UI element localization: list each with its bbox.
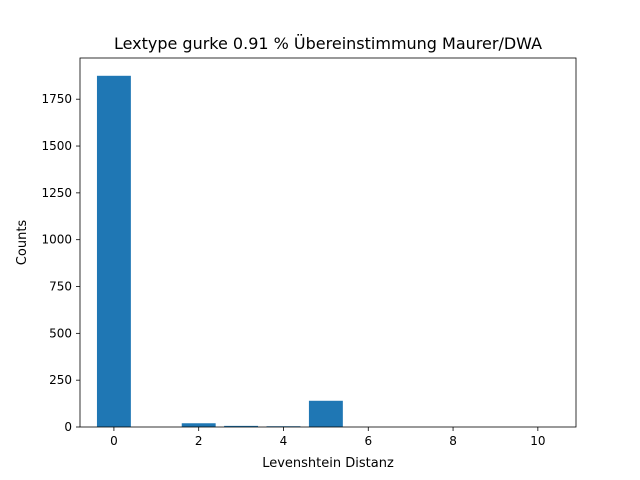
- y-tick-label: 1750: [41, 92, 72, 106]
- y-tick-label: 750: [49, 280, 72, 294]
- y-tick-label: 250: [49, 373, 72, 387]
- x-tick-label: 6: [364, 434, 372, 448]
- y-tick-label: 1500: [41, 139, 72, 153]
- x-axis-label: Levenshtein Distanz: [262, 456, 394, 471]
- bar: [96, 75, 131, 427]
- x-tick-label: 4: [280, 434, 288, 448]
- bar: [181, 423, 216, 427]
- x-tick-label: 10: [530, 434, 545, 448]
- x-tick-label: 0: [110, 434, 118, 448]
- y-axis-label: Counts: [15, 220, 30, 266]
- x-axis-ticks: 0 2 4 6 8 10: [110, 427, 545, 448]
- y-tick-label: 500: [49, 326, 72, 340]
- y-axis-ticks: 0 250 500 750 1000 1250 1500 1750: [41, 92, 80, 434]
- x-tick-label: 2: [195, 434, 203, 448]
- bar: [224, 425, 259, 427]
- y-tick-label: 1000: [41, 233, 72, 247]
- y-tick-label: 1250: [41, 186, 72, 200]
- plot-frame: [79, 57, 577, 428]
- y-tick-label: 0: [64, 420, 72, 434]
- chart-title: Lextype gurke 0.91 % Übereinstimmung Mau…: [114, 34, 542, 53]
- bar: [308, 400, 343, 427]
- x-tick-label: 8: [449, 434, 457, 448]
- bars: [96, 75, 343, 427]
